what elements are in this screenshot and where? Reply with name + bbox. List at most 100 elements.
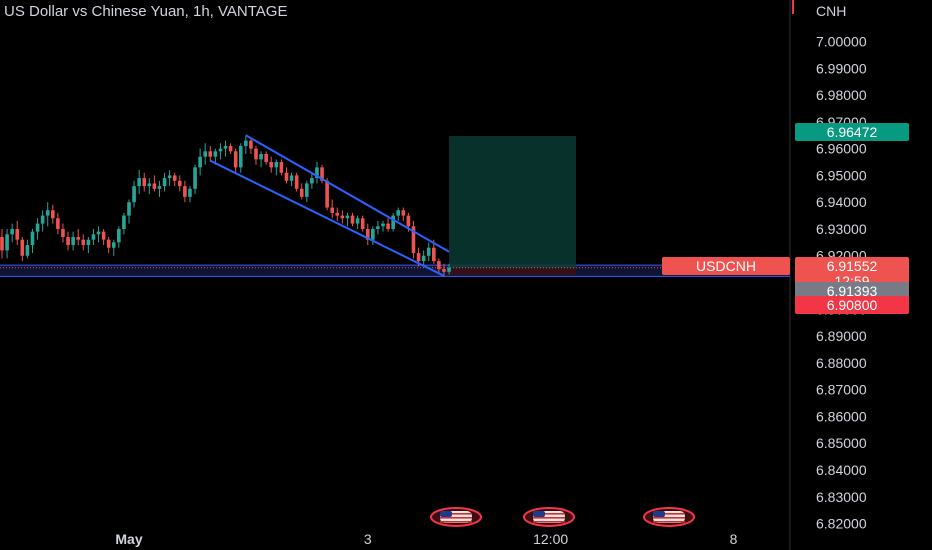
price-tick-label: 7.00000: [816, 34, 867, 50]
candle-body: [101, 231, 106, 240]
candle-body: [0, 237, 4, 251]
candle-body: [96, 231, 101, 235]
candle-body: [264, 153, 268, 163]
candle-body: [172, 175, 177, 181]
candle-body: [66, 237, 70, 246]
candle-body: [355, 218, 360, 224]
currency-label: CNH: [816, 3, 846, 19]
candle-body: [421, 255, 426, 262]
channel-upper-line[interactable]: [245, 134, 450, 253]
candle-body: [325, 180, 329, 208]
candle-body: [335, 212, 340, 216]
candle-body: [442, 269, 446, 272]
candle-body: [127, 202, 131, 216]
candle-body: [213, 151, 218, 157]
candle-body: [259, 153, 263, 160]
candle-body: [330, 207, 334, 213]
candle-body: [193, 167, 197, 189]
candles-group: [0, 135, 451, 278]
candle-body: [228, 145, 233, 152]
candle-body: [279, 162, 284, 173]
current-price-tag[interactable]: 6.91552: [795, 257, 909, 275]
candle-body: [274, 162, 279, 168]
stop-price-tag[interactable]: 6.90800: [795, 296, 909, 314]
time-tick-label: 12:00: [533, 531, 568, 547]
candle-body: [117, 228, 121, 243]
price-tick-label: 6.83000: [816, 489, 867, 505]
candle-body: [401, 210, 406, 216]
candle-body: [284, 172, 289, 181]
candle-body: [432, 247, 436, 262]
channel-lower-line[interactable]: [209, 159, 445, 277]
candle-body: [365, 228, 370, 240]
candle-body: [152, 183, 157, 189]
candle-body: [56, 218, 60, 229]
candle-body: [35, 223, 40, 232]
price-tick-label: 6.84000: [816, 462, 867, 478]
stop-zone[interactable]: [449, 268, 577, 275]
time-tick-label: 8: [730, 531, 738, 547]
candle-body: [345, 215, 350, 219]
candle-body: [137, 178, 141, 187]
candle-body: [183, 186, 187, 197]
time-tick-label: May: [115, 531, 142, 547]
candle-body: [167, 175, 172, 179]
candle-body: [147, 183, 152, 187]
candle-body: [249, 140, 253, 149]
symbol-tag[interactable]: USDCNH: [662, 257, 790, 275]
price-tick-label: 6.96000: [816, 141, 867, 157]
candle-body: [162, 178, 167, 187]
candle-body: [188, 188, 192, 197]
candle-body: [406, 215, 411, 227]
candle-body: [106, 239, 111, 248]
us-flag-icon[interactable]: [643, 507, 695, 527]
price-tick-label: 6.86000: [816, 408, 867, 424]
candle-body: [203, 151, 207, 157]
price-tick-label: 6.94000: [816, 194, 867, 210]
us-flag-icon[interactable]: [523, 507, 575, 527]
candle-body: [305, 183, 309, 197]
price-tick-label: 6.95000: [816, 167, 867, 183]
candle-body: [45, 210, 50, 216]
price-tick-label: 6.98000: [816, 87, 867, 103]
candle-body: [447, 267, 451, 272]
candle-body: [244, 140, 248, 146]
time-tick-label: 3: [364, 531, 372, 547]
price-tick-label: 6.82000: [816, 516, 867, 532]
candle-body: [25, 245, 30, 256]
chart-title: US Dollar vs Chinese Yuan, 1h, VANTAGE: [4, 3, 288, 20]
candle-body: [416, 253, 421, 262]
us-flag-icon[interactable]: [430, 507, 482, 527]
candle-body: [426, 247, 431, 256]
candle-body: [157, 186, 162, 189]
candle-body: [132, 186, 136, 203]
target-price-tag[interactable]: 6.96472: [795, 123, 909, 141]
candle-body: [10, 228, 14, 235]
support-band[interactable]: [0, 265, 790, 277]
candle-body: [30, 231, 35, 246]
price-tick-label: 6.89000: [816, 328, 867, 344]
candle-body: [315, 167, 319, 179]
target-zone[interactable]: [449, 136, 577, 269]
price-tick-label: 6.99000: [816, 60, 867, 76]
candle-body: [386, 223, 390, 229]
candle-body: [411, 226, 416, 254]
candle-body: [81, 239, 86, 246]
candle-body: [310, 178, 314, 184]
entry-price-tag[interactable]: 6.91393: [795, 282, 909, 300]
candle-body: [437, 261, 441, 270]
time-axis[interactable]: May 3 12:00 8: [115, 531, 737, 547]
candle-body: [86, 239, 91, 246]
candle-body: [40, 215, 45, 224]
candle-body: [61, 228, 65, 238]
candle-body: [340, 215, 345, 219]
candle-body: [391, 215, 395, 229]
candle-body: [269, 162, 274, 168]
candle-body: [294, 175, 299, 189]
candle-body: [76, 237, 80, 240]
candle-body: [371, 228, 375, 240]
candle-body: [381, 223, 385, 227]
candle-body: [299, 188, 304, 197]
candle-body: [254, 148, 258, 160]
